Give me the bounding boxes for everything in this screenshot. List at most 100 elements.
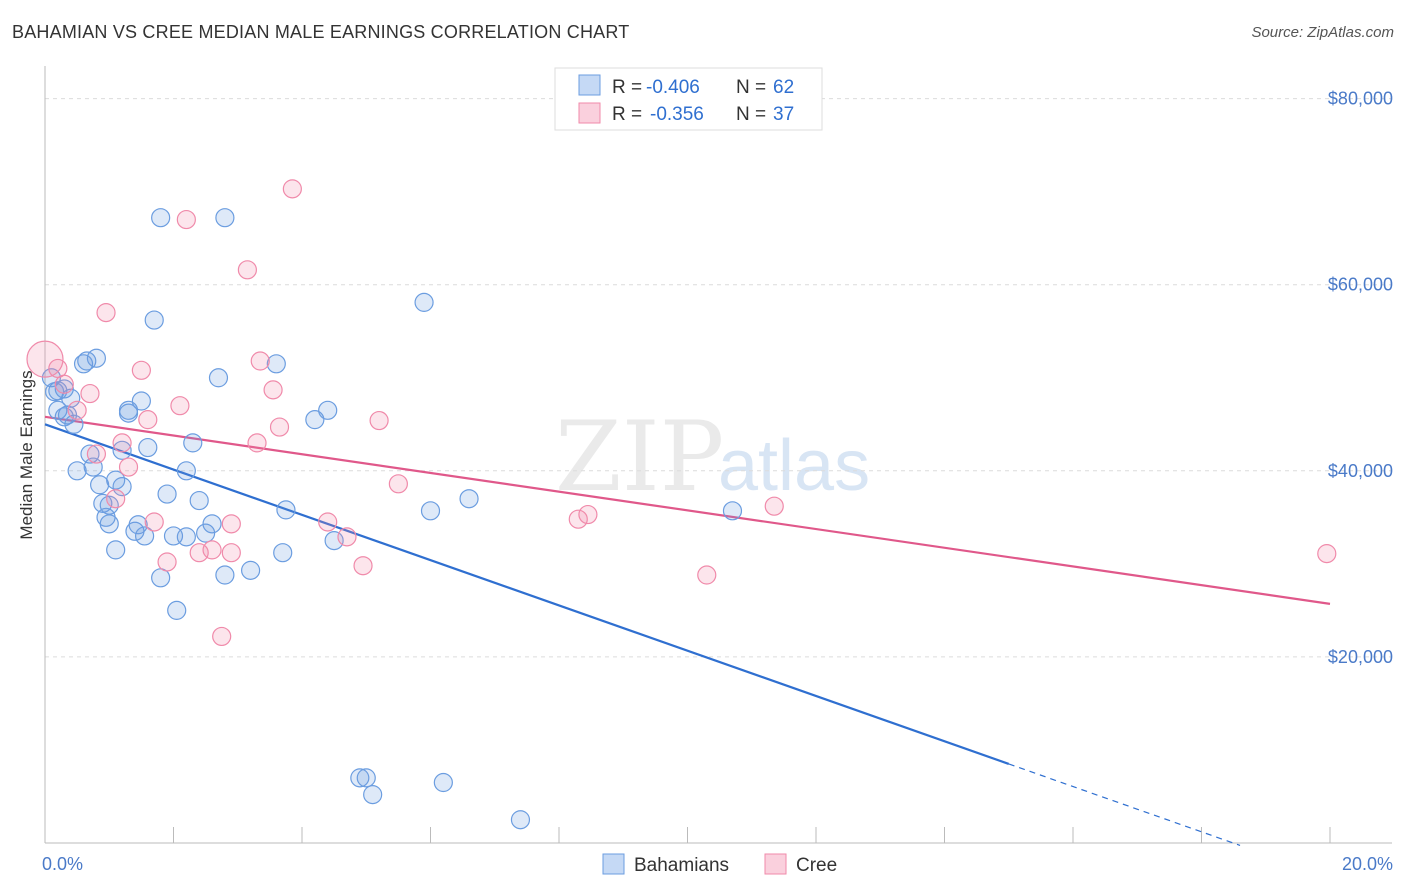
- cree-point: [221, 514, 241, 534]
- gridlines: [45, 98, 1392, 658]
- cree-point: [26, 340, 64, 378]
- y-tick-label: $40,000: [1328, 461, 1393, 481]
- bahamians-point: [167, 600, 187, 620]
- bottom-legend-swatch-cree: [764, 853, 787, 875]
- chart-title: BAHAMIAN VS CREE MEDIAN MALE EARNINGS CO…: [12, 22, 630, 42]
- bahamians-point: [459, 489, 479, 509]
- legend-r-label: R =: [612, 77, 642, 98]
- y-tick-label: $20,000: [1328, 647, 1393, 667]
- bahamians-point: [138, 437, 158, 458]
- cree-point: [96, 303, 116, 323]
- bahamians-point: [414, 292, 434, 312]
- cree-point: [353, 556, 373, 576]
- bahamians-point: [134, 526, 155, 546]
- bahamians-point: [189, 490, 209, 511]
- bahamians-point: [318, 400, 338, 420]
- bahamians-trend-extension: [1008, 763, 1241, 846]
- bahamians-point: [722, 501, 743, 521]
- legend-r-value: -0.356: [650, 104, 704, 125]
- bottom-legend-swatch-bahamians: [602, 853, 625, 875]
- cree-point: [247, 433, 267, 453]
- bahamians-point: [183, 433, 203, 453]
- cree-point: [157, 552, 177, 572]
- bahamians-point: [57, 405, 78, 425]
- bahamians-point: [363, 785, 383, 805]
- cree-point: [250, 351, 270, 371]
- bahamians-point: [131, 391, 151, 411]
- bahamians-point: [202, 514, 222, 534]
- legend-swatch-bahamians: [578, 74, 601, 96]
- bahamians-point: [420, 501, 441, 521]
- legend-r-label: R =: [612, 104, 642, 125]
- bahamians-point: [106, 540, 126, 560]
- cree-point: [176, 209, 196, 230]
- bahamians-point: [241, 560, 261, 580]
- data-points: [26, 179, 1337, 830]
- bahamians-point: [305, 410, 325, 430]
- cree-point: [263, 380, 283, 400]
- bahamians-point: [215, 208, 235, 228]
- bahamians-point: [196, 523, 216, 543]
- cree-point: [237, 260, 257, 280]
- bahamians-point: [99, 514, 119, 534]
- cree-point: [112, 433, 132, 453]
- cree-point: [138, 410, 158, 430]
- bahamians-point: [86, 348, 107, 368]
- bahamians-point: [350, 768, 370, 788]
- bahamians-point: [118, 400, 139, 420]
- legend-n-value: 37: [773, 104, 794, 125]
- bahamians-point: [215, 565, 235, 585]
- bahamians-point: [106, 470, 126, 490]
- legend-n-value: 62: [773, 77, 794, 98]
- legend-swatch-cree: [578, 102, 601, 124]
- cree-point: [212, 626, 232, 647]
- bahamians-point: [112, 440, 132, 460]
- trend-lines: [44, 415, 1331, 846]
- bahamians-point: [67, 461, 87, 481]
- bahamians-point: [208, 368, 229, 388]
- cree-point: [67, 400, 87, 420]
- cree-point: [269, 417, 290, 437]
- cree-point: [1317, 544, 1337, 564]
- bahamians-point: [90, 475, 110, 495]
- bahamians-point: [324, 530, 344, 551]
- cree-point: [202, 540, 222, 560]
- cree-point: [282, 179, 302, 199]
- cree-point: [106, 489, 126, 509]
- bahamians-point: [176, 461, 196, 481]
- legend-n-label: N =: [736, 77, 766, 98]
- cree-point: [144, 512, 164, 532]
- bahamians-point: [433, 772, 453, 793]
- bahamians-point: [151, 208, 171, 228]
- watermark-zip: ZIP: [555, 401, 724, 513]
- bahamians-point: [144, 310, 164, 330]
- cree-point: [86, 444, 107, 464]
- legend-r-value: -0.406: [646, 77, 700, 98]
- watermark-atlas: atlas: [718, 426, 870, 506]
- top-legend: R = -0.406 N = 62 R = -0.356 N = 37: [554, 67, 823, 131]
- cree-point: [54, 374, 74, 394]
- cree-point: [170, 396, 190, 416]
- bahamians-point: [128, 515, 148, 535]
- y-tick-label: $80,000: [1328, 89, 1393, 109]
- x-tick-label: 0.0%: [42, 854, 83, 874]
- bahamians-point: [356, 768, 376, 788]
- cree-trend-line: [44, 415, 1331, 605]
- bahamians-point: [276, 500, 296, 520]
- legend-n-label: N =: [736, 104, 766, 125]
- axes: [44, 66, 1392, 844]
- cree-point: [578, 504, 598, 525]
- cree-point: [697, 565, 717, 585]
- x-tick-label: 20.0%: [1342, 854, 1393, 874]
- cree-point: [131, 360, 151, 380]
- cree-point: [118, 457, 139, 477]
- cree-point: [337, 527, 357, 547]
- y-axis-title: Median Male Earnings: [17, 370, 36, 539]
- cree-point: [369, 410, 389, 431]
- cree-point: [568, 509, 588, 529]
- y-tick-label: $60,000: [1328, 275, 1393, 295]
- bottom-legend-label: Cree: [796, 855, 837, 876]
- cree-point: [80, 383, 100, 404]
- bahamians-point: [273, 543, 293, 563]
